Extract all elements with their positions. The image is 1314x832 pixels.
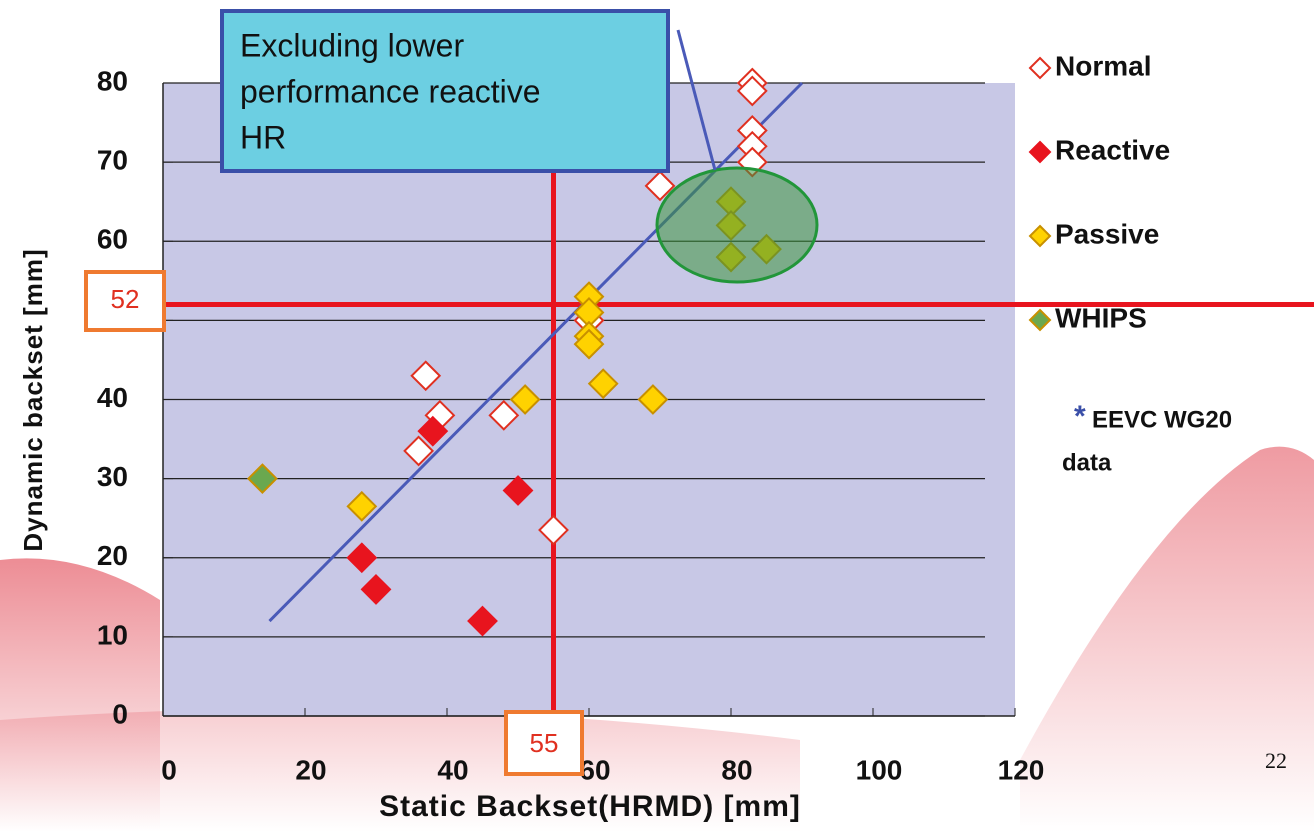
legend-label: Normal	[1055, 50, 1151, 81]
x-tick-label: 100	[856, 754, 903, 785]
x-axis-title: Static Backset(HRMD) [mm]	[379, 790, 801, 823]
highlight	[655, 166, 819, 284]
legend-label: Passive	[1055, 218, 1159, 249]
point	[509, 384, 541, 415]
y-tick-label: 20	[97, 540, 128, 571]
point	[346, 542, 378, 574]
legend-label: WHIPS	[1055, 302, 1147, 333]
page-number: 22	[1265, 748, 1287, 773]
point	[502, 475, 534, 506]
note: EEVC WG20	[1092, 406, 1232, 433]
point	[587, 368, 619, 400]
point	[246, 463, 278, 495]
note-star: *	[1074, 400, 1086, 433]
ref-label-x: 55	[530, 728, 559, 758]
x-tick-label: 80	[721, 754, 752, 785]
decor	[0, 708, 800, 832]
ref-box	[84, 270, 166, 332]
legend-marker	[1028, 56, 1052, 80]
point	[538, 514, 569, 546]
y-tick-label: 60	[97, 224, 128, 255]
ref-label-y: 52	[111, 284, 140, 314]
annotation-text: Excluding lower	[240, 27, 464, 63]
point	[360, 573, 392, 605]
point	[346, 490, 378, 522]
ref-box	[504, 710, 584, 776]
point	[644, 170, 676, 202]
y-tick-label: 10	[97, 619, 128, 650]
x-tick-label: 0	[161, 754, 177, 785]
legend-marker	[1028, 308, 1052, 332]
x-tick-label: 60	[579, 754, 610, 785]
point	[403, 435, 435, 467]
point	[417, 415, 449, 447]
point	[637, 384, 669, 415]
annotation-text: HR	[240, 119, 286, 155]
y-tick-label: 0	[112, 698, 128, 729]
callout	[676, 29, 717, 171]
point	[410, 360, 442, 392]
annotation-box	[220, 9, 670, 173]
y-tick-label: 30	[97, 461, 128, 492]
y-tick-label: 40	[97, 382, 128, 413]
point	[736, 75, 768, 107]
point	[467, 605, 498, 637]
y-axis-title: Dynamic backset [mm]	[18, 248, 48, 551]
y-tick-label: 70	[97, 145, 128, 176]
point	[488, 399, 520, 431]
annotation-text: performance reactive	[240, 73, 541, 109]
x-tick-label: 20	[295, 754, 326, 785]
legend-marker	[1028, 140, 1052, 164]
note: data	[1062, 449, 1112, 476]
point	[573, 328, 605, 360]
y-tick-label: 80	[97, 65, 128, 96]
legend-label: Reactive	[1055, 134, 1170, 165]
x-tick-label: 120	[998, 754, 1045, 785]
x-tick-label: 40	[437, 754, 468, 785]
legend-marker	[1028, 224, 1052, 248]
decor	[1020, 446, 1314, 832]
